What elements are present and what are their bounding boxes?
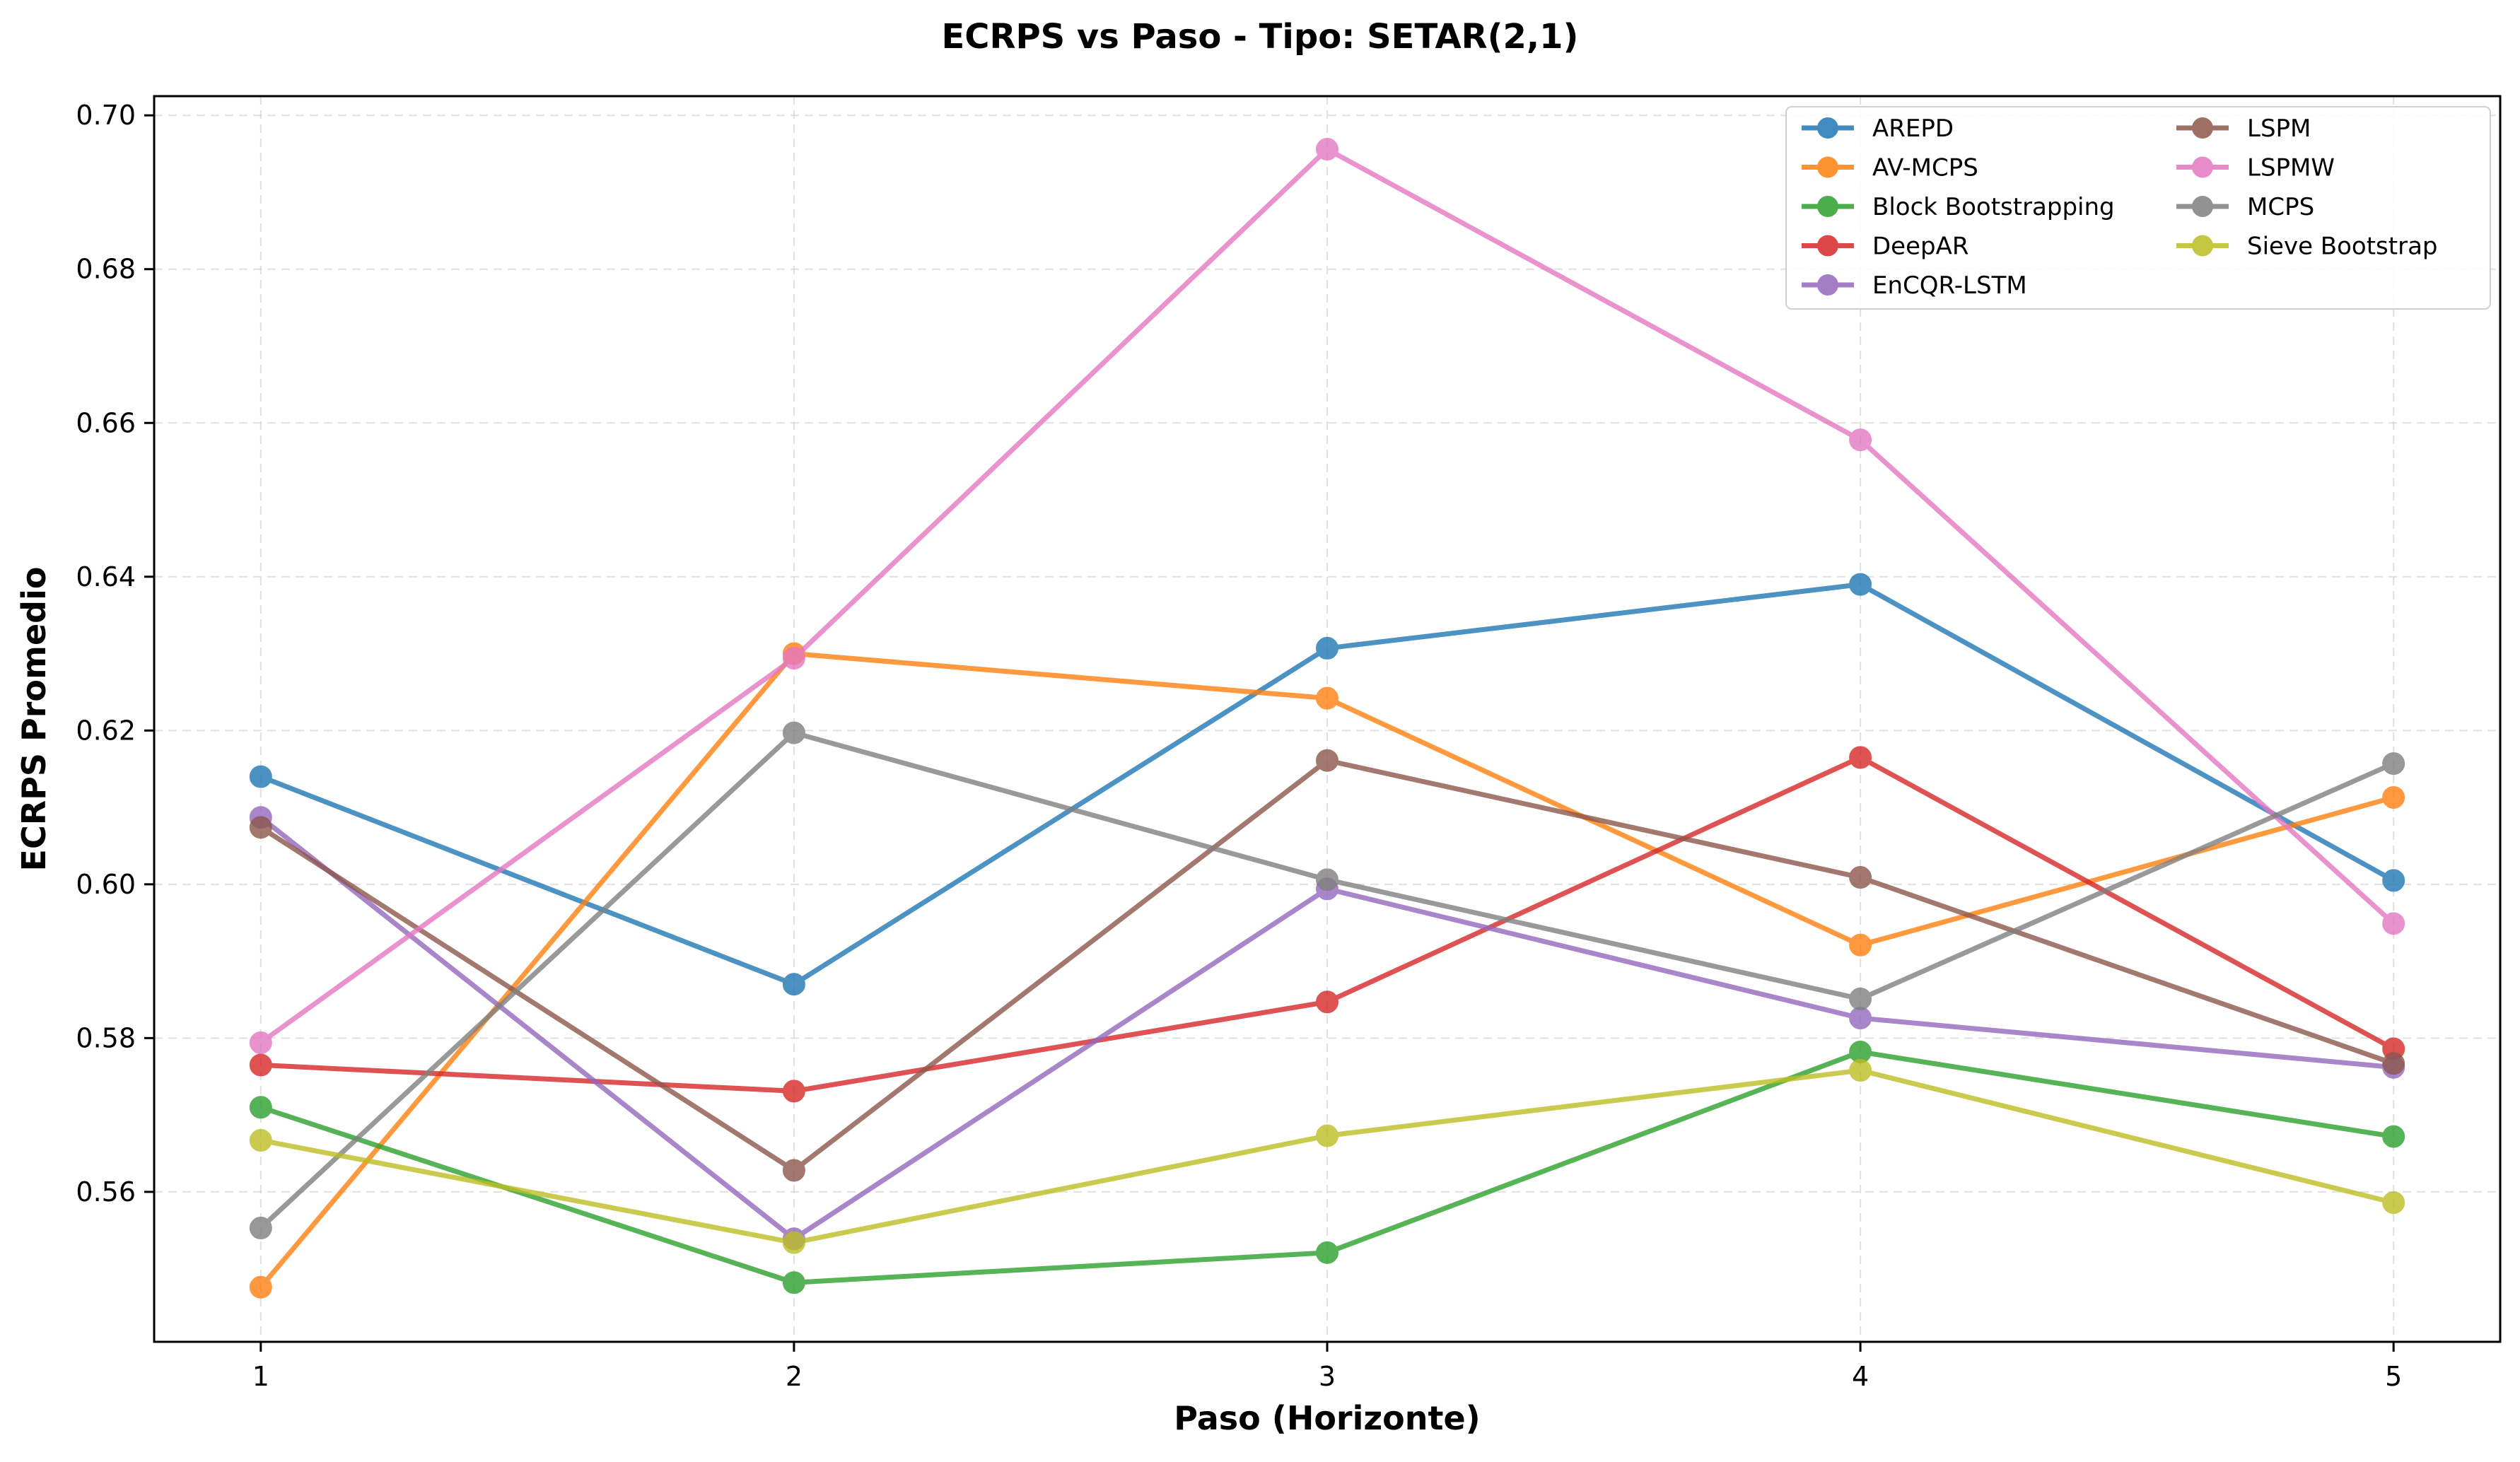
data-point-av-mcps <box>1849 933 1872 957</box>
data-point-deepar <box>1849 746 1872 769</box>
data-point-lspmw <box>2382 912 2405 935</box>
data-point-block-bootstrapping <box>249 1096 272 1119</box>
data-point-mcps <box>2382 752 2405 776</box>
y-tick-label: 0.56 <box>76 1176 136 1207</box>
data-point-block-bootstrapping <box>782 1271 805 1294</box>
data-point-arepd <box>1849 573 1872 596</box>
data-point-sieve-bootstrap <box>249 1129 272 1152</box>
legend: AREPD AV-MCPS Block Bootstrapping DeepAR EnC… <box>1785 106 2491 310</box>
data-point-lspmw <box>1316 138 1338 161</box>
y-tick-label: 0.62 <box>76 715 136 746</box>
series-mcps <box>249 721 2405 1240</box>
legend-item-lspmw <box>2176 156 2229 178</box>
data-point-lspm <box>1849 866 1872 889</box>
x-tick-label: 3 <box>1319 1361 1336 1392</box>
legend-swatch-marker <box>2192 235 2213 257</box>
data-point-av-mcps <box>1316 686 1338 710</box>
data-point-block-bootstrapping <box>2382 1125 2405 1148</box>
legend-swatch-marker <box>2192 196 2213 217</box>
legend-label: Sieve Bootstrap <box>2247 233 2438 261</box>
data-point-arepd <box>1316 636 1338 660</box>
data-point-sieve-bootstrap <box>1849 1059 1872 1082</box>
y-tick-label: 0.64 <box>76 561 136 592</box>
x-axis-ticks: 1 2 3 4 5 <box>252 1342 2402 1392</box>
data-point-deepar <box>1316 990 1338 1014</box>
data-point-lspm <box>249 816 272 839</box>
y-tick-label: 0.60 <box>76 869 136 900</box>
legend-label: LSPMW <box>2247 154 2335 182</box>
y-axis-ticks: 0.56 0.58 0.60 0.62 0.64 0.66 0.68 0.70 <box>76 100 154 1207</box>
series-block-bootstrapping <box>249 1040 2405 1294</box>
data-point-mcps <box>782 721 805 744</box>
legend-label: Block Bootstrapping <box>1872 193 2115 221</box>
data-point-lspm <box>782 1159 805 1182</box>
x-axis-label: Paso (Horizonte) <box>1174 1399 1480 1437</box>
legend-swatch-marker <box>2192 117 2213 139</box>
data-point-lspm <box>2382 1052 2405 1075</box>
data-point-arepd <box>782 973 805 996</box>
data-point-lspmw <box>782 647 805 670</box>
legend-swatch-marker <box>1817 117 1838 139</box>
series-deepar <box>249 746 2405 1103</box>
legend-item-encqr-lstm <box>1802 274 1854 296</box>
legend-swatch-marker <box>1817 196 1838 217</box>
y-tick-label: 0.70 <box>76 100 136 131</box>
y-tick-label: 0.66 <box>76 407 136 438</box>
y-tick-label: 0.68 <box>76 254 136 285</box>
legend-label: AREPD <box>1872 115 1954 143</box>
data-point-mcps <box>1316 868 1338 891</box>
data-point-sieve-bootstrap <box>2382 1191 2405 1215</box>
series-sieve-bootstrap <box>249 1059 2405 1254</box>
data-point-av-mcps <box>249 1275 272 1299</box>
legend-swatch-marker <box>1817 235 1838 257</box>
series-group <box>249 138 2405 1299</box>
legend-box <box>1785 106 2491 310</box>
x-tick-label: 4 <box>1852 1361 1869 1392</box>
legend-label: DeepAR <box>1872 233 1968 261</box>
legend-item-mcps <box>2176 196 2229 217</box>
legend-swatch-marker <box>2192 156 2213 178</box>
data-point-sieve-bootstrap <box>782 1231 805 1254</box>
legend-item-arepd <box>1802 117 1854 139</box>
legend-swatch-marker <box>1817 274 1838 296</box>
series-lspmw <box>249 138 2405 1054</box>
data-point-av-mcps <box>2382 785 2405 809</box>
x-tick-label: 2 <box>786 1361 803 1392</box>
chart-title: ECRPS vs Paso - Tipo: SETAR(2,1) <box>941 17 1578 57</box>
legend-label: EnCQR-LSTM <box>1872 271 2027 300</box>
data-point-arepd <box>249 765 272 788</box>
legend-label: MCPS <box>2247 193 2314 221</box>
series-arepd <box>249 573 2405 996</box>
data-point-lspmw <box>249 1031 272 1054</box>
legend-label: LSPM <box>2247 115 2311 143</box>
y-axis-label: ECRPS Promedio <box>15 567 53 872</box>
y-tick-label: 0.58 <box>76 1022 136 1053</box>
data-point-block-bootstrapping <box>1316 1241 1338 1264</box>
data-point-mcps <box>249 1217 272 1240</box>
legend-item-lspm <box>2176 117 2229 139</box>
legend-label: AV-MCPS <box>1872 154 1978 182</box>
data-point-sieve-bootstrap <box>1316 1124 1338 1147</box>
data-point-lspmw <box>1849 428 1872 452</box>
x-tick-label: 1 <box>252 1361 269 1392</box>
data-point-arepd <box>2382 869 2405 892</box>
data-point-encqr-lstm <box>1849 1007 1872 1030</box>
legend-swatch-marker <box>1817 156 1838 178</box>
data-point-deepar <box>249 1053 272 1077</box>
data-point-lspm <box>1316 749 1338 772</box>
legend-item-av-mcps <box>1802 156 1854 178</box>
legend-item-sieve-bootstrap <box>2176 235 2229 257</box>
x-tick-label: 5 <box>2385 1361 2402 1392</box>
data-point-mcps <box>1849 987 1872 1010</box>
legend-item-block-bootstrapping <box>1802 196 1854 217</box>
series-lspm <box>249 749 2405 1182</box>
legend-item-deepar <box>1802 235 1854 257</box>
data-point-deepar <box>782 1080 805 1103</box>
